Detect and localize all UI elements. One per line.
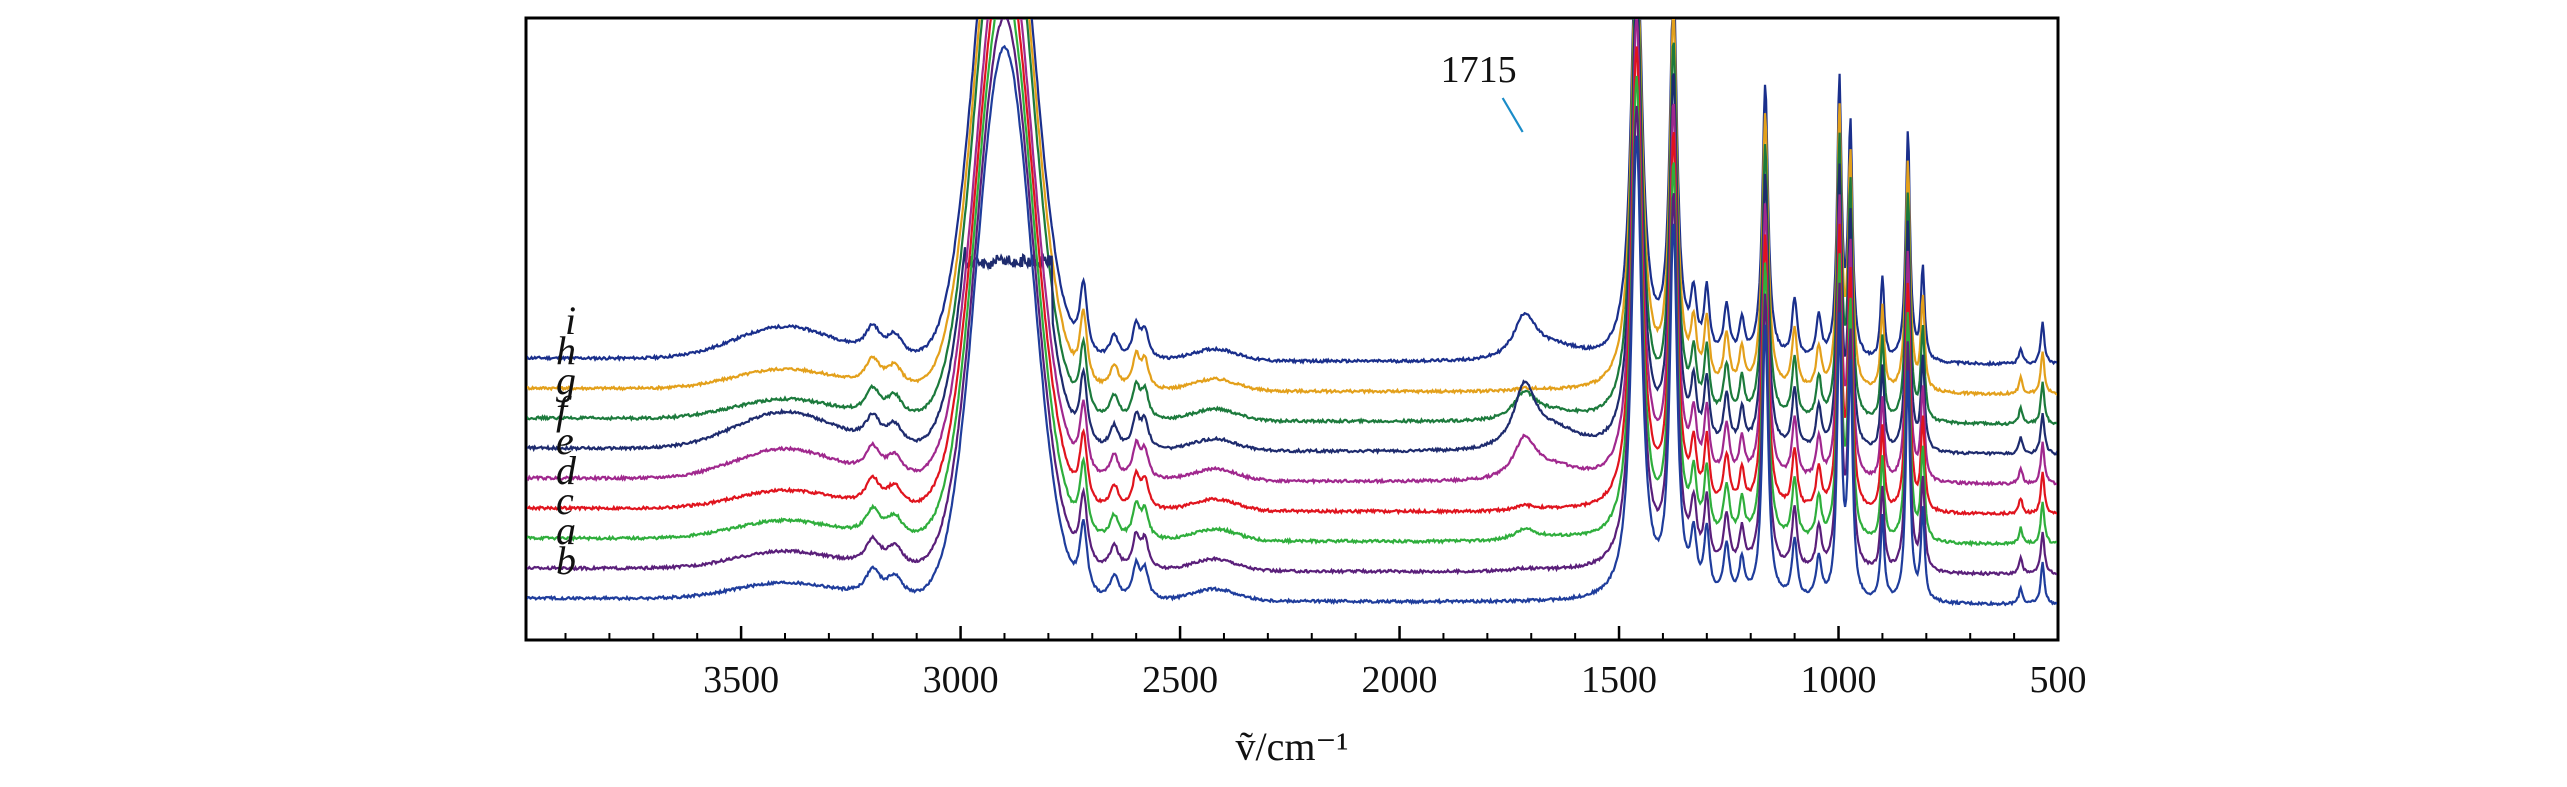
x-tick-label-2500: 2500	[1142, 659, 1218, 701]
x-axis-ticks: 3500 3000 2500 2000 1500 1000 500	[564, 626, 2087, 701]
series-label-a: a	[556, 508, 576, 553]
series-line-e	[527, 19, 2057, 487]
annotation-label: 1715	[1441, 49, 1517, 91]
x-tick-label-3500: 3500	[703, 659, 779, 701]
series-line-f	[527, 19, 2057, 457]
series-label-i: i	[565, 298, 576, 343]
x-tick-label-500: 500	[2030, 659, 2087, 701]
series-label-d: d	[556, 448, 577, 493]
x-tick-label-1500: 1500	[1581, 659, 1657, 701]
series-label-g: g	[556, 358, 576, 403]
series-line-h	[527, 19, 2057, 397]
x-axis-title: ṽ/cm⁻¹	[1235, 724, 1348, 769]
series-line-i	[527, 19, 2057, 368]
x-tick-label-1000: 1000	[1801, 659, 1877, 701]
series-line-b	[527, 44, 2057, 607]
series-label-e: e	[556, 418, 574, 463]
annotation-leader	[1501, 97, 1524, 133]
series-label-h: h	[556, 328, 576, 373]
series-line-a	[527, 19, 2057, 577]
spectra-group	[527, 19, 2057, 607]
series-line-c	[527, 19, 2057, 548]
series-line-g	[527, 19, 2057, 427]
annotation-1715: 1715	[1441, 49, 1524, 133]
x-tick-label-3000: 3000	[923, 659, 999, 701]
x-tick-label-2000: 2000	[1362, 659, 1438, 701]
plot-frame	[524, 16, 2060, 642]
series-label-b: b	[556, 538, 576, 583]
series-label-c: c	[556, 478, 574, 523]
series-line-d	[527, 19, 2057, 517]
